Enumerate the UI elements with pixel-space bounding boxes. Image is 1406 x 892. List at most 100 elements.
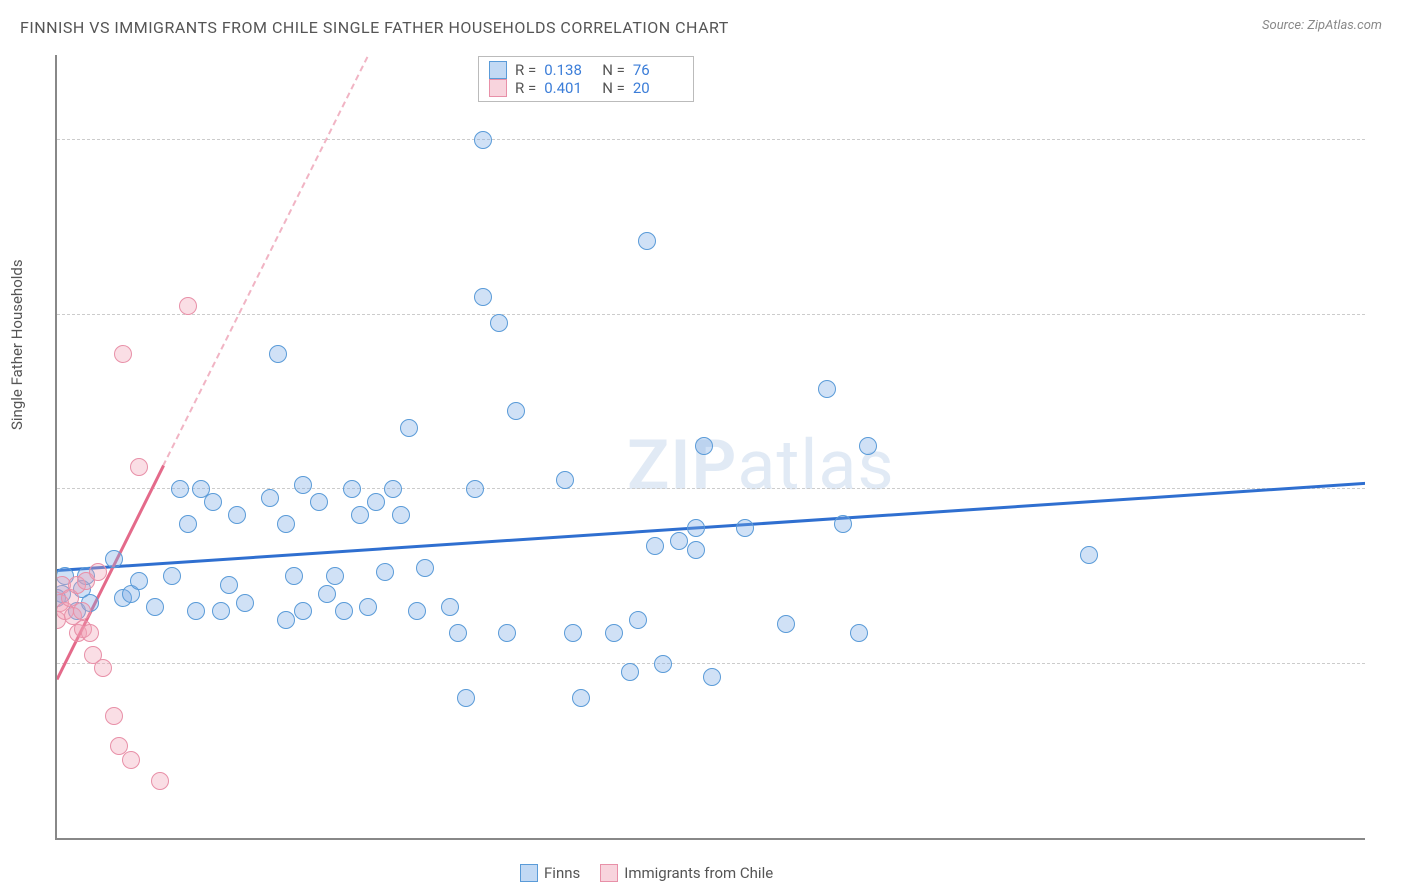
data-point: [376, 563, 394, 581]
series-legend: Finns Immigrants from Chile: [520, 864, 773, 882]
data-point: [310, 493, 328, 511]
data-point: [466, 480, 484, 498]
data-point: [326, 567, 344, 585]
trend-line: [57, 482, 1365, 572]
legend-row: R =0.138N =76: [489, 61, 683, 79]
source-attribution: Source: ZipAtlas.com: [1262, 18, 1382, 33]
legend-label: Finns: [544, 864, 580, 882]
data-point: [441, 598, 459, 616]
data-point: [187, 602, 205, 620]
data-point: [638, 232, 656, 250]
data-point: [179, 297, 197, 315]
data-point: [859, 437, 877, 455]
data-point: [130, 572, 148, 590]
data-point: [171, 480, 189, 498]
data-point: [220, 576, 238, 594]
data-point: [359, 598, 377, 616]
data-point: [408, 602, 426, 620]
data-point: [105, 707, 123, 725]
data-point: [834, 515, 852, 533]
data-point: [261, 489, 279, 507]
data-point: [400, 419, 418, 437]
gridline: [57, 139, 1365, 140]
data-point: [343, 480, 361, 498]
data-point: [818, 380, 836, 398]
data-point: [105, 550, 123, 568]
gridline: [57, 488, 1365, 489]
data-point: [457, 689, 475, 707]
scatter-plot-area: ZIPatlas 2.0%4.0%6.0%8.0%0.0%80.0%: [55, 55, 1365, 840]
data-point: [204, 493, 222, 511]
legend-label: Immigrants from Chile: [624, 864, 773, 882]
data-point: [294, 476, 312, 494]
gridline: [57, 663, 1365, 664]
n-value: 76: [633, 61, 683, 79]
data-point: [850, 624, 868, 642]
data-point: [687, 519, 705, 537]
n-label: N =: [602, 61, 625, 79]
gridline: [57, 314, 1365, 315]
trend-line: [163, 55, 468, 467]
data-point: [605, 624, 623, 642]
x-tick: [687, 838, 688, 840]
data-point: [1080, 546, 1098, 564]
data-point: [572, 689, 590, 707]
data-point: [736, 519, 754, 537]
x-tick: [1080, 838, 1081, 840]
data-point: [285, 567, 303, 585]
correlation-legend: R =0.138N =76R =0.401N =20: [478, 56, 694, 102]
data-point: [351, 506, 369, 524]
data-point: [335, 602, 353, 620]
x-tick: [160, 838, 161, 840]
y-axis-label: Single Father Households: [8, 259, 26, 430]
data-point: [277, 515, 295, 533]
data-point: [629, 611, 647, 629]
legend-swatch: [489, 61, 507, 79]
data-point: [507, 402, 525, 420]
x-tick: [57, 838, 58, 840]
x-tick: [958, 838, 959, 840]
legend-row: R =0.401N =20: [489, 79, 683, 97]
legend-swatch: [520, 864, 538, 882]
data-point: [474, 131, 492, 149]
data-point: [269, 345, 287, 363]
data-point: [277, 611, 295, 629]
x-tick: [434, 838, 435, 840]
r-label: R =: [515, 79, 536, 97]
data-point: [94, 659, 112, 677]
data-point: [556, 471, 574, 489]
data-point: [695, 437, 713, 455]
data-point: [151, 772, 169, 790]
data-point: [318, 585, 336, 603]
data-point: [490, 314, 508, 332]
data-point: [146, 598, 164, 616]
data-point: [384, 480, 402, 498]
data-point: [130, 458, 148, 476]
data-point: [179, 515, 197, 533]
data-point: [89, 563, 107, 581]
data-point: [114, 345, 132, 363]
data-point: [654, 655, 672, 673]
data-point: [498, 624, 516, 642]
legend-item: Finns: [520, 864, 580, 882]
n-label: N =: [602, 79, 625, 97]
legend-item: Immigrants from Chile: [600, 864, 773, 882]
data-point: [294, 602, 312, 620]
data-point: [392, 506, 410, 524]
r-value: 0.138: [544, 61, 594, 79]
data-point: [228, 506, 246, 524]
data-point: [416, 559, 434, 577]
data-point: [236, 594, 254, 612]
x-tick: [818, 838, 819, 840]
data-point: [564, 624, 582, 642]
data-point: [449, 624, 467, 642]
data-point: [212, 602, 230, 620]
data-point: [687, 541, 705, 559]
chart-title: FINNISH VS IMMIGRANTS FROM CHILE SINGLE …: [20, 18, 729, 37]
data-point: [670, 532, 688, 550]
legend-swatch: [489, 79, 507, 97]
data-point: [474, 288, 492, 306]
legend-swatch: [600, 864, 618, 882]
n-value: 20: [633, 79, 683, 97]
data-point: [73, 602, 91, 620]
